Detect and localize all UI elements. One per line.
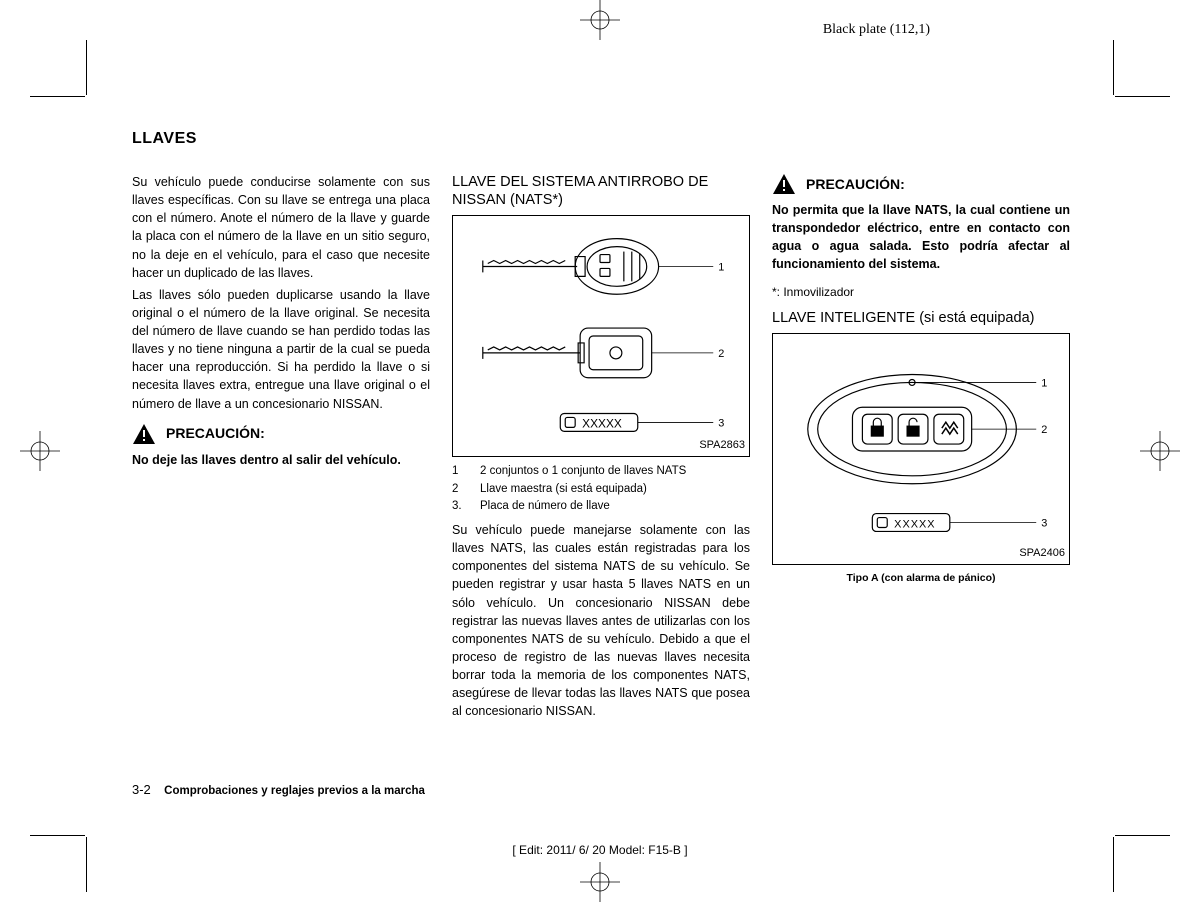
caution-block: PRECAUCIÓN:	[772, 173, 1070, 195]
legend-num: 1	[452, 463, 480, 480]
crop-mark	[30, 96, 85, 97]
page-title: LLAVES	[132, 130, 1072, 148]
legend-text: Placa de número de llave	[480, 498, 610, 515]
plate-label: Black plate (112,1)	[823, 22, 930, 38]
crop-mark	[1115, 96, 1170, 97]
registration-mark-icon	[580, 0, 620, 40]
legend-num: 2	[452, 481, 480, 498]
callout-1: 1	[718, 262, 724, 274]
smart-key-heading: LLAVE INTELIGENTE (si está equipada)	[772, 309, 1070, 327]
callout-2: 2	[1041, 424, 1047, 436]
column-1: Su vehículo puede conducirse solamente c…	[132, 173, 430, 724]
footnote: *: Inmovilizador	[772, 284, 1070, 301]
registration-mark-icon	[20, 431, 60, 471]
column-2: LLAVE DEL SISTEMA ANTIRROBO DE NISSAN (N…	[452, 173, 750, 724]
crop-mark	[86, 40, 87, 95]
caution-block: PRECAUCIÓN:	[132, 423, 430, 445]
registration-mark-icon	[1140, 431, 1180, 471]
figure-caption: Tipo A (con alarma de pánico)	[772, 571, 1070, 586]
legend-text: Llave maestra (si está equipada)	[480, 481, 647, 498]
page-content: LLAVES Su vehículo puede conducirse sola…	[132, 130, 1072, 724]
callout-1: 1	[1041, 377, 1047, 389]
warning-triangle-icon	[772, 173, 796, 195]
page-number: 3-2	[132, 782, 151, 797]
tag-text: XXXXX	[894, 518, 935, 530]
nats-paragraph: Su vehículo puede manejarse solamente co…	[452, 521, 750, 720]
crop-mark	[30, 835, 85, 836]
caution-label: PRECAUCIÓN:	[806, 174, 905, 194]
caution-text: No permita que la llave NATS, la cual co…	[772, 201, 1070, 274]
callout-3: 3	[718, 418, 724, 430]
caution-label: PRECAUCIÓN:	[166, 423, 265, 443]
intro-paragraph-2: Las llaves sólo pueden duplicarse usando…	[132, 286, 430, 413]
figure-code: SPA2863	[699, 438, 745, 454]
figure-code: SPA2406	[1019, 546, 1065, 562]
callout-3: 3	[1041, 517, 1047, 529]
column-3: PRECAUCIÓN: No permita que la llave NATS…	[772, 173, 1070, 724]
section-title: Comprobaciones y reglajes previos a la m…	[164, 785, 425, 797]
nats-key-figure: 1 2 XXXXX	[452, 215, 750, 457]
figure-legend: 12 conjuntos o 1 conjunto de llaves NATS…	[452, 463, 750, 515]
footer-edit-info: [ Edit: 2011/ 6/ 20 Model: F15-B ]	[0, 843, 1200, 857]
tag-text: XXXXX	[582, 417, 622, 431]
smart-key-figure: 1 2 XXXXX 3 SPA2406	[772, 333, 1070, 565]
intro-paragraph-1: Su vehículo puede conducirse solamente c…	[132, 173, 430, 282]
crop-mark	[1115, 835, 1170, 836]
footer-section: 3-2 Comprobaciones y reglajes previos a …	[132, 782, 425, 797]
crop-mark	[1113, 40, 1114, 95]
warning-triangle-icon	[132, 423, 156, 445]
callout-2: 2	[718, 348, 724, 360]
nats-heading: LLAVE DEL SISTEMA ANTIRROBO DE NISSAN (N…	[452, 173, 750, 209]
registration-mark-icon	[580, 862, 620, 902]
caution-text: No deje las llaves dentro al salir del v…	[132, 451, 430, 469]
legend-text: 2 conjuntos o 1 conjunto de llaves NATS	[480, 463, 686, 480]
legend-num: 3.	[452, 498, 480, 515]
